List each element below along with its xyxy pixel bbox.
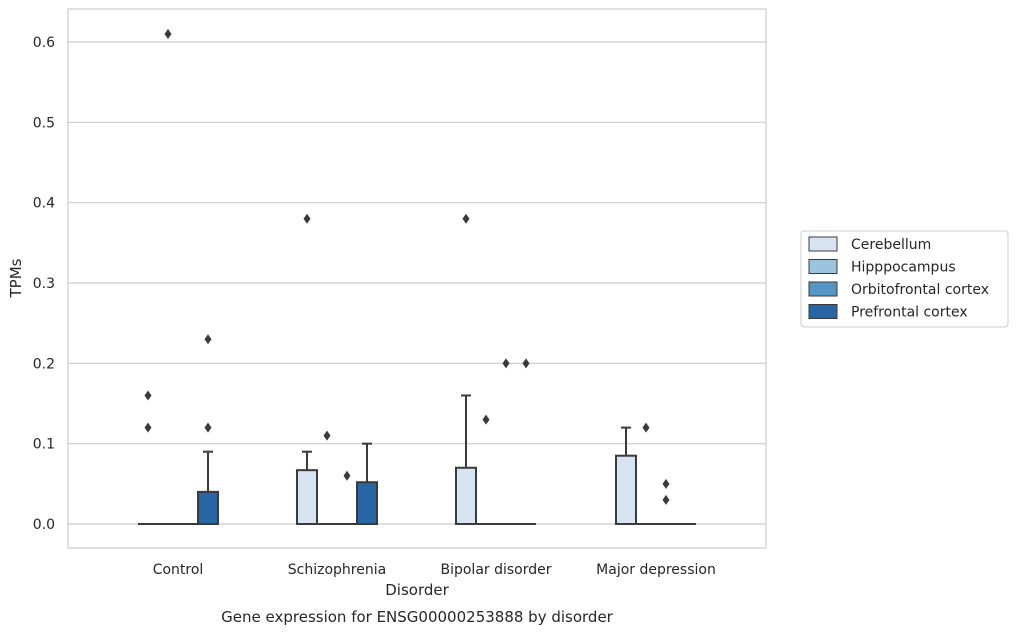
legend-swatch xyxy=(808,304,838,319)
legend-swatch xyxy=(808,236,838,252)
box-group xyxy=(455,213,477,525)
box-rect xyxy=(615,454,637,526)
outlier-point xyxy=(482,414,490,425)
box-group xyxy=(356,442,378,525)
y-tick-label: 0.1 xyxy=(33,437,55,453)
box-rect xyxy=(455,466,477,525)
outlier-point xyxy=(144,390,152,401)
box-marks xyxy=(138,28,696,526)
legend-swatch xyxy=(808,281,838,297)
y-tick-labels: 0.0 0.1 0.2 0.3 0.4 0.5 0.6 xyxy=(33,35,55,533)
legend: Cerebellum Hipppocampus Orbitofrontal cort… xyxy=(800,230,1009,328)
legend-items: Cerebellum Hipppocampus Orbitofrontal cort… xyxy=(808,236,989,321)
outlier-point xyxy=(204,422,212,433)
chart-caption: Gene expression for ENSG00000253888 by d… xyxy=(221,608,614,626)
x-axis-title: Disorder xyxy=(385,581,449,599)
box-rect xyxy=(296,469,318,525)
legend-label: Orbitofrontal cortex xyxy=(851,282,989,298)
legend-label: Prefrontal cortex xyxy=(851,305,968,321)
box-group xyxy=(615,426,637,526)
outlier-point xyxy=(323,430,331,441)
y-tick-label: 0.3 xyxy=(33,276,55,292)
box-group xyxy=(337,470,357,525)
y-tick-label: 0.6 xyxy=(33,35,55,51)
x-tick-labels: Control Schizophrenia Bipolar disorder Majo… xyxy=(153,562,716,578)
outlier-point xyxy=(462,213,470,224)
box-rect xyxy=(356,481,378,525)
x-tick-label: Major depression xyxy=(596,562,716,578)
y-axis-title: TPMs xyxy=(7,258,25,298)
box-group xyxy=(636,422,656,525)
x-tick-label: Schizophrenia xyxy=(288,562,386,578)
box-group xyxy=(158,28,178,525)
legend-label: Cerebellum xyxy=(851,237,931,253)
legend-label: Hipppocampus xyxy=(851,260,956,276)
box-group xyxy=(197,334,219,526)
box-group xyxy=(516,358,536,525)
outlier-point xyxy=(204,334,212,345)
plot-area-frame xyxy=(67,8,767,549)
y-tick-label: 0.4 xyxy=(33,196,55,212)
outlier-point xyxy=(662,478,670,489)
x-tick-label: Control xyxy=(153,562,204,578)
y-tick-label: 0.5 xyxy=(33,115,55,131)
outlier-point xyxy=(642,422,650,433)
legend-swatch xyxy=(808,259,838,274)
legend-frame xyxy=(800,230,1009,328)
box-group xyxy=(296,213,318,525)
box-group xyxy=(138,390,158,525)
outlier-point xyxy=(164,28,172,39)
outlier-point xyxy=(502,358,510,369)
y-tick-label: 0.2 xyxy=(33,356,55,372)
x-tick-label: Bipolar disorder xyxy=(440,562,551,578)
outlier-point xyxy=(343,470,351,481)
box-rect xyxy=(197,490,219,526)
outlier-point xyxy=(144,422,152,433)
box-group xyxy=(656,478,676,525)
outlier-point xyxy=(522,358,530,369)
box-group xyxy=(496,358,516,525)
box-group xyxy=(476,414,496,525)
y-tick-label: 0.0 xyxy=(33,517,55,533)
gridlines xyxy=(68,41,766,525)
outlier-point xyxy=(662,494,670,505)
box-group xyxy=(317,430,337,525)
outlier-point xyxy=(303,213,311,224)
